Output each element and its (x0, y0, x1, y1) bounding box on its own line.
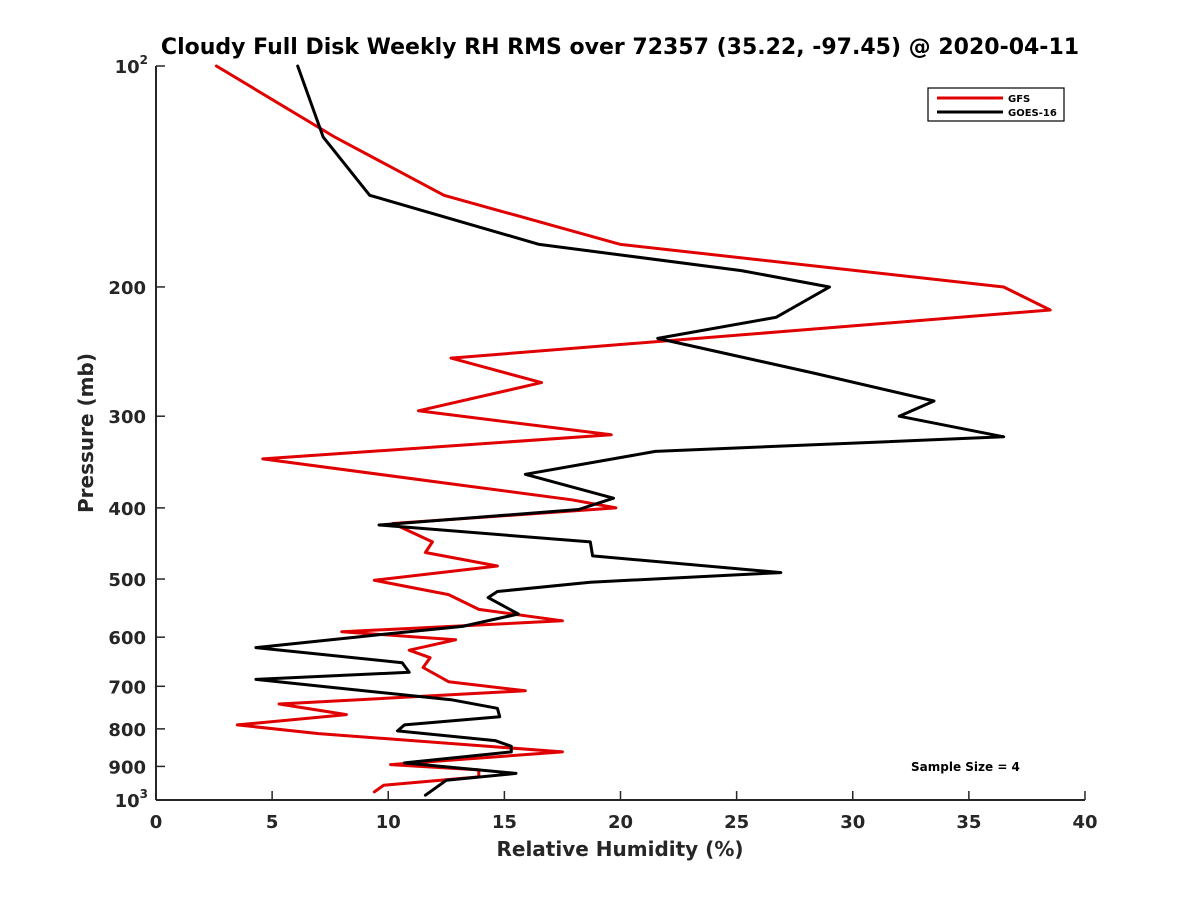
x-tick-label: 15 (492, 812, 517, 833)
legend-label: GOES-16 (1008, 108, 1057, 119)
sample-size-annotation: Sample Size = 4 (911, 760, 1020, 774)
y-tick-label: 900 (108, 757, 146, 778)
plot-series (214, 64, 1052, 797)
y-tick-label: 800 (108, 720, 146, 741)
x-axis-ticks: 0 5 10 15 20 25 30 35 40 (150, 791, 1098, 833)
x-tick-label: 25 (724, 812, 749, 833)
y-tick-label: 300 (108, 407, 146, 428)
x-tick-label: 30 (840, 812, 865, 833)
x-tick-label: 20 (608, 812, 633, 833)
y-tick-label: 500 (108, 570, 146, 591)
legend-box (927, 87, 1065, 122)
series-line-goes-16 (254, 64, 1006, 797)
legend-label: GFS (1008, 94, 1030, 105)
x-axis-label: Relative Humidity (%) (496, 837, 743, 861)
y-axis-ticks: 102 200 300 400 500 600 700 800 900 103 (108, 53, 165, 812)
y-tick-label: 102 (115, 53, 148, 78)
y-tick-label: 200 (108, 278, 146, 299)
y-tick-label: 700 (108, 677, 146, 698)
x-tick-label: 5 (266, 812, 279, 833)
y-tick-label: 103 (115, 787, 148, 812)
y-tick-label: 600 (108, 628, 146, 649)
legend: GFS GOES-16 (927, 87, 1065, 122)
x-tick-label: 35 (956, 812, 981, 833)
x-tick-label: 10 (376, 812, 401, 833)
y-tick-label: 400 (108, 499, 146, 520)
x-tick-label: 40 (1072, 812, 1097, 833)
y-axis-label: Pressure (mb) (74, 353, 98, 513)
chart-title: Cloudy Full Disk Weekly RH RMS over 7235… (161, 35, 1079, 60)
x-tick-label: 0 (150, 812, 163, 833)
